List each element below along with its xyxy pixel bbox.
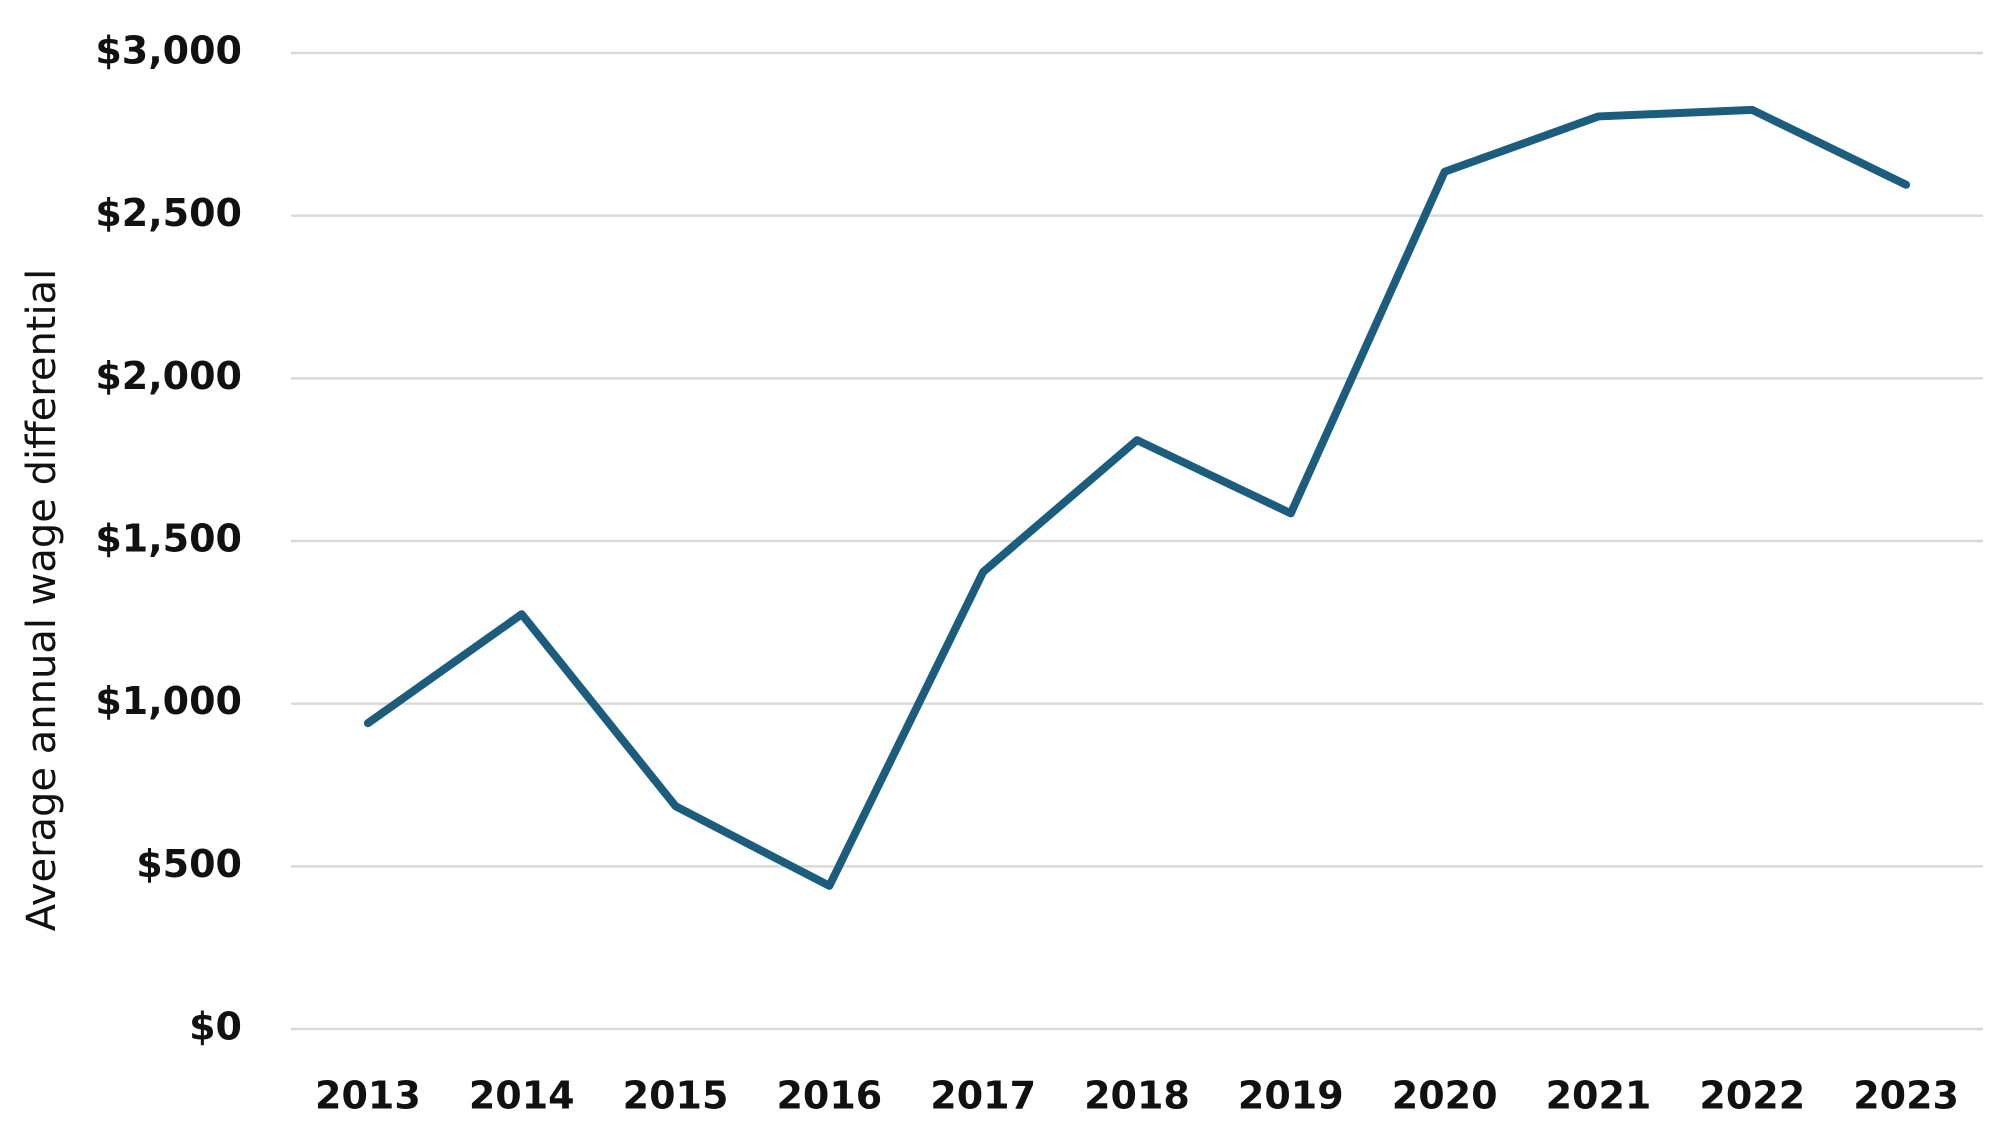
x-tick-label: 2019	[1238, 1074, 1344, 1118]
x-tick-label: 2020	[1392, 1074, 1498, 1118]
y-tick-label: $1,000	[95, 679, 242, 723]
y-tick-label: $500	[136, 842, 242, 886]
x-tick-label: 2022	[1699, 1074, 1805, 1118]
x-tick-label: 2013	[315, 1074, 421, 1118]
x-tick-label: 2017	[930, 1074, 1036, 1118]
x-tick-label: 2015	[623, 1074, 729, 1118]
y-tick-label: $2,500	[95, 191, 242, 235]
y-tick-label: $1,500	[95, 517, 242, 561]
y-tick-label: $0	[189, 1005, 242, 1049]
y-tick-label: $3,000	[95, 29, 242, 73]
x-tick-label: 2023	[1853, 1074, 1959, 1118]
y-tick-label: $2,000	[95, 354, 242, 398]
x-tick-label: 2014	[469, 1074, 575, 1118]
data-line	[363, 105, 1911, 890]
x-tick-label: 2021	[1546, 1074, 1652, 1118]
x-tick-label: 2016	[776, 1074, 882, 1118]
y-axis-title: Average annual wage differential	[19, 269, 65, 931]
x-tick-label: 2018	[1084, 1074, 1190, 1118]
